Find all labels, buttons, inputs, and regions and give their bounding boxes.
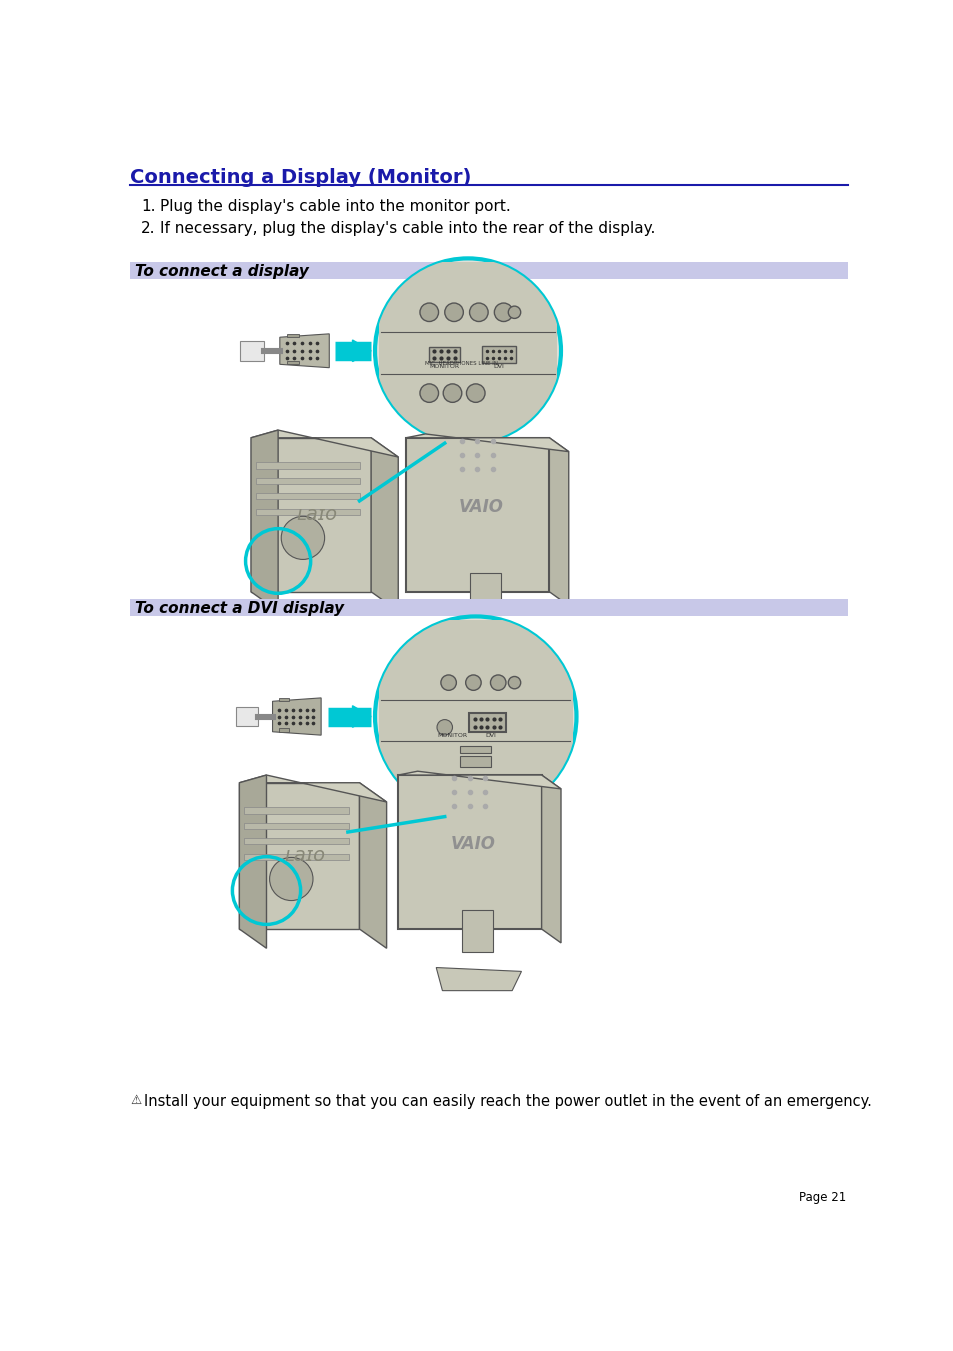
Bar bbox=[244, 838, 348, 844]
Bar bbox=[461, 909, 493, 952]
Text: To connect a DVI display: To connect a DVI display bbox=[134, 601, 343, 616]
Bar bbox=[286, 361, 298, 365]
Bar bbox=[255, 462, 360, 469]
Polygon shape bbox=[251, 430, 397, 457]
Circle shape bbox=[508, 307, 520, 319]
Circle shape bbox=[436, 720, 452, 735]
Text: MIC  HEADPHONES LINE IN: MIC HEADPHONES LINE IN bbox=[425, 361, 497, 366]
Circle shape bbox=[375, 616, 576, 816]
Text: Install your equipment so that you can easily reach the power outlet in the even: Install your equipment so that you can e… bbox=[144, 1094, 871, 1109]
Polygon shape bbox=[359, 782, 386, 948]
Text: DVI: DVI bbox=[485, 732, 497, 738]
Circle shape bbox=[494, 303, 513, 322]
Bar bbox=[378, 620, 572, 813]
Polygon shape bbox=[371, 438, 397, 611]
Text: Page 21: Page 21 bbox=[798, 1190, 845, 1204]
Bar bbox=[244, 854, 348, 859]
Text: If necessary, plug the display's cable into the rear of the display.: If necessary, plug the display's cable i… bbox=[159, 220, 655, 235]
Text: 2.: 2. bbox=[141, 220, 155, 235]
Circle shape bbox=[281, 516, 324, 559]
Bar bbox=[255, 478, 360, 484]
Circle shape bbox=[375, 258, 560, 443]
Bar bbox=[130, 600, 847, 616]
Text: VAIO: VAIO bbox=[451, 835, 496, 854]
Polygon shape bbox=[273, 698, 321, 735]
Text: VAIO: VAIO bbox=[458, 499, 503, 516]
Circle shape bbox=[270, 858, 313, 901]
Polygon shape bbox=[353, 340, 371, 362]
Polygon shape bbox=[239, 775, 386, 802]
Polygon shape bbox=[443, 631, 529, 654]
Bar bbox=[130, 262, 847, 280]
Bar bbox=[235, 707, 257, 725]
Bar bbox=[481, 346, 516, 363]
Circle shape bbox=[490, 676, 505, 690]
Circle shape bbox=[440, 676, 456, 690]
Text: MONITOR: MONITOR bbox=[437, 732, 467, 738]
Text: DVI: DVI bbox=[493, 363, 504, 369]
Text: Plug the display's cable into the monitor port.: Plug the display's cable into the monito… bbox=[159, 199, 510, 213]
Bar bbox=[459, 746, 491, 754]
Circle shape bbox=[465, 676, 480, 690]
Circle shape bbox=[469, 303, 488, 322]
Text: ʟaɪo: ʟaɪo bbox=[296, 505, 337, 524]
Bar bbox=[244, 808, 348, 813]
Circle shape bbox=[508, 677, 520, 689]
Polygon shape bbox=[436, 967, 521, 990]
Text: To connect a display: To connect a display bbox=[134, 263, 309, 278]
Polygon shape bbox=[406, 434, 568, 451]
Bar bbox=[278, 698, 289, 701]
Text: ʟaɪo: ʟaɪo bbox=[284, 846, 325, 866]
Bar bbox=[255, 493, 360, 500]
Polygon shape bbox=[279, 334, 329, 367]
Polygon shape bbox=[541, 775, 560, 943]
Text: MONITOR: MONITOR bbox=[429, 363, 459, 369]
Bar bbox=[406, 438, 549, 592]
Bar bbox=[397, 775, 541, 929]
Polygon shape bbox=[549, 438, 568, 605]
Polygon shape bbox=[353, 705, 371, 727]
Bar bbox=[251, 438, 371, 592]
Circle shape bbox=[443, 384, 461, 403]
Circle shape bbox=[466, 384, 484, 403]
Polygon shape bbox=[251, 430, 278, 611]
Bar bbox=[244, 823, 348, 830]
Text: ⚠: ⚠ bbox=[130, 1094, 141, 1106]
Text: Connecting a Display (Monitor): Connecting a Display (Monitor) bbox=[130, 169, 471, 188]
Circle shape bbox=[444, 303, 463, 322]
Circle shape bbox=[419, 303, 438, 322]
Bar bbox=[459, 755, 491, 766]
Circle shape bbox=[419, 384, 438, 403]
Bar bbox=[255, 508, 360, 515]
Bar bbox=[468, 713, 505, 732]
Bar bbox=[286, 334, 298, 338]
Polygon shape bbox=[397, 771, 560, 789]
Bar bbox=[278, 728, 289, 732]
Text: 1.: 1. bbox=[141, 199, 155, 213]
Bar bbox=[378, 262, 557, 439]
Bar bbox=[469, 573, 500, 615]
Polygon shape bbox=[239, 775, 266, 948]
Bar bbox=[239, 340, 263, 361]
Bar bbox=[429, 347, 459, 362]
Bar bbox=[239, 782, 359, 929]
